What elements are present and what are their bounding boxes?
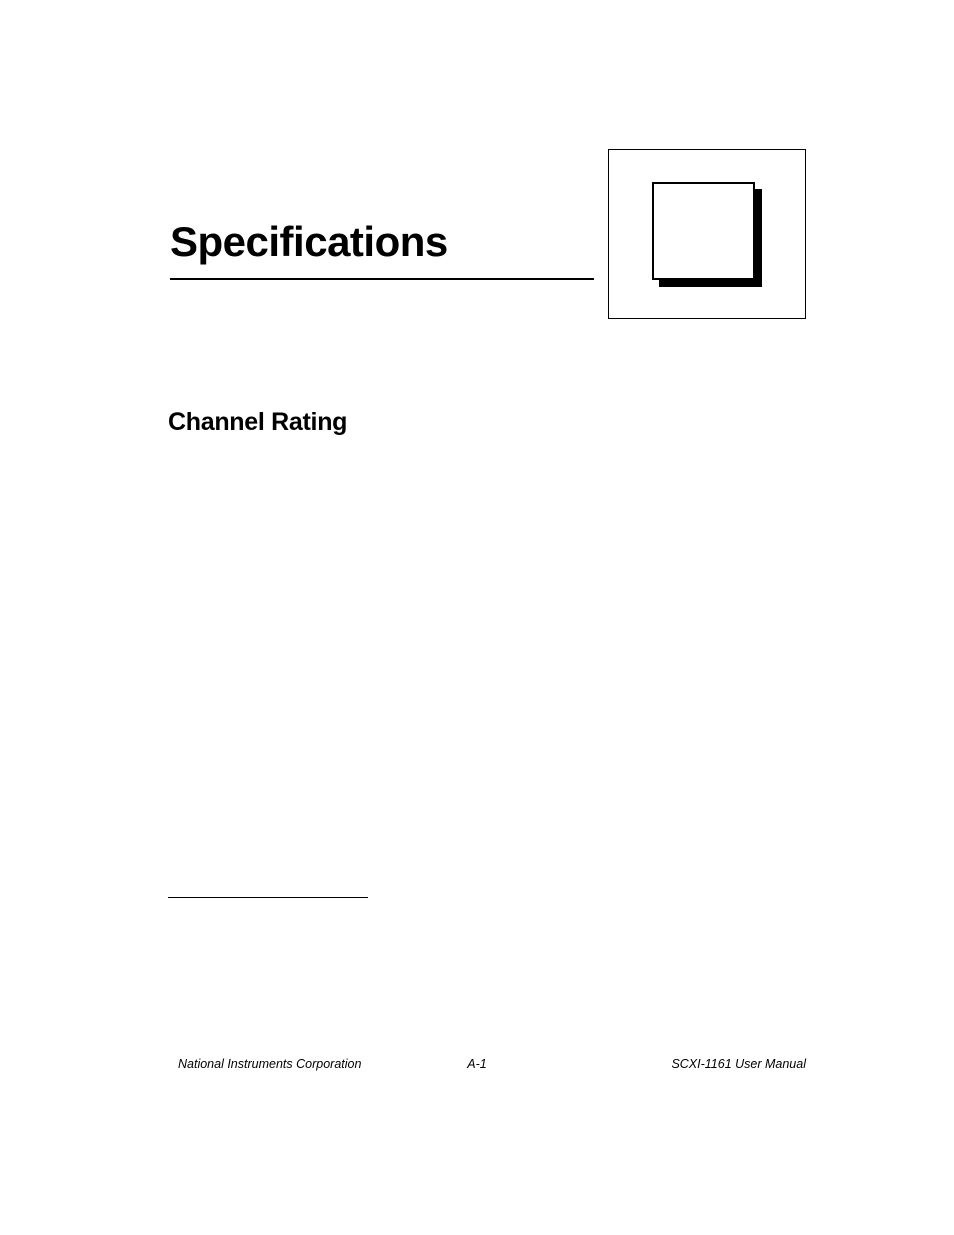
- chapter-box-inner: [652, 182, 762, 287]
- title-underline: [170, 278, 594, 280]
- chapter-indicator-box: [608, 149, 806, 319]
- document-page: Specifications Channel Rating National I…: [0, 0, 954, 1235]
- page-title: Specifications: [170, 218, 594, 266]
- section-heading: Channel Rating: [168, 408, 347, 437]
- box-front: [652, 182, 755, 280]
- footer-page-number: A-1: [467, 1057, 486, 1071]
- footer-manual-name: SCXI-1161 User Manual: [671, 1057, 806, 1071]
- footnote-divider: [168, 897, 368, 898]
- footer-company: National Instruments Corporation: [178, 1057, 361, 1071]
- title-section: Specifications: [170, 218, 594, 280]
- page-footer: National Instruments Corporation A-1 SCX…: [0, 1057, 954, 1071]
